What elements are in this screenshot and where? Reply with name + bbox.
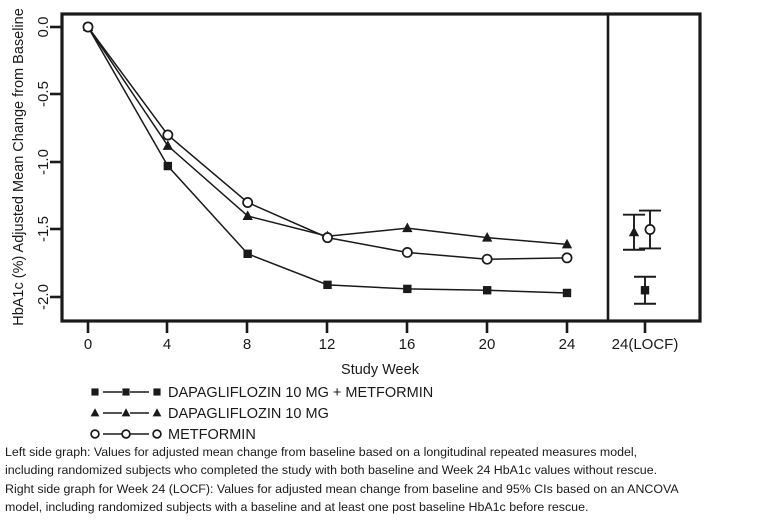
data-point-filled-square (153, 388, 161, 396)
legend-item-label: DAPAGLIFLOZIN 10 MG (168, 406, 329, 422)
x-axis-tick-labels: 0 4 8 12 16 20 24 24(LOCF) (84, 336, 679, 353)
data-point-open-circle (121, 429, 131, 439)
footnote-line-1: Left side graph: Values for adjusted mea… (5, 445, 638, 459)
chart-legend: DAPAGLIFLOZIN 10 MG + METFORMIN DAPAGLIFL… (90, 385, 433, 441)
data-point-filled-triangle (121, 408, 131, 417)
svg-text:-1.0: -1.0 (35, 149, 52, 175)
svg-text:16: 16 (399, 336, 416, 353)
data-point-filled-square (323, 280, 332, 290)
data-point-open-circle (152, 429, 162, 439)
data-point-filled-square (243, 249, 252, 258)
y-axis-tick-labels: 0.0 -0.5 -1.0 -1.5 -2.0 (35, 17, 52, 310)
svg-text:24(LOCF): 24(LOCF) (612, 336, 679, 353)
data-point-filled-square (640, 286, 650, 295)
data-point-filled-triangle (561, 238, 573, 249)
legend-item-label: METFORMIN (168, 427, 256, 441)
legend-item-label: DAPAGLIFLOZIN 10 MG + METFORMIN (168, 385, 433, 401)
data-point-open-circle (90, 429, 100, 439)
series-line-0 (87, 26, 568, 294)
data-point-open-circle (82, 21, 94, 33)
data-point-filled-triangle (482, 232, 493, 242)
data-point-open-circle (322, 232, 333, 244)
svg-text:0: 0 (84, 336, 92, 353)
legend-item-1: DAPAGLIFLOZIN 10 MG (90, 406, 329, 422)
plot-frame (60, 12, 702, 323)
svg-text:-1.5: -1.5 (35, 216, 52, 242)
y-axis-title: HbA1c (%) Adjusted Mean Change from Base… (11, 8, 27, 326)
svg-text:8: 8 (243, 336, 251, 353)
series-layer (82, 21, 573, 298)
legend-item-2: METFORMIN (90, 427, 256, 441)
figure-footnote: Left side graph: Values for adjusted mea… (5, 443, 755, 516)
svg-text:4: 4 (163, 336, 171, 353)
footnote-line-2: including randomized subjects who comple… (5, 463, 658, 478)
data-point-open-circle (481, 253, 493, 265)
series-line-2 (87, 26, 568, 260)
data-point-filled-square (562, 288, 572, 298)
data-point-filled-square (482, 286, 492, 295)
svg-text:20: 20 (479, 336, 496, 353)
data-point-filled-square (163, 161, 173, 171)
svg-text:12: 12 (319, 336, 336, 353)
data-point-filled-square (403, 284, 412, 294)
data-point-filled-triangle (402, 222, 413, 233)
footnote-line-3: Right side graph for Week 24 (LOCF): Val… (5, 481, 679, 496)
legend-item-0: DAPAGLIFLOZIN 10 MG + METFORMIN (91, 385, 433, 401)
data-point-open-circle (401, 246, 413, 258)
series-line-1 (87, 26, 568, 246)
data-point-open-circle (561, 252, 573, 264)
data-point-filled-triangle (162, 140, 173, 150)
data-point-open-circle (644, 224, 656, 235)
data-point-filled-triangle (628, 226, 640, 237)
x-axis-ticks (86, 321, 647, 333)
data-point-filled-triangle (152, 408, 162, 417)
y-axis-ticks (50, 25, 62, 299)
data-point-open-circle (242, 197, 254, 208)
data-point-filled-triangle (242, 210, 253, 221)
svg-text:-2.0: -2.0 (35, 284, 52, 310)
svg-text:-0.5: -0.5 (35, 81, 52, 107)
x-axis-title: Study Week (341, 362, 420, 378)
data-point-filled-square (122, 388, 130, 396)
data-point-filled-square (91, 388, 99, 396)
svg-text:24: 24 (559, 336, 576, 353)
locf-panel-layer (623, 209, 661, 305)
line-chart-canvas: 0.0 -0.5 -1.0 -1.5 -2.0 HbA1c (%) Adjust… (11, 8, 702, 441)
data-point-filled-triangle (90, 408, 100, 417)
footnote-line-4: model, including randomized subjects wit… (5, 500, 589, 515)
data-point-open-circle (162, 129, 174, 141)
svg-text:0.0: 0.0 (35, 17, 52, 38)
